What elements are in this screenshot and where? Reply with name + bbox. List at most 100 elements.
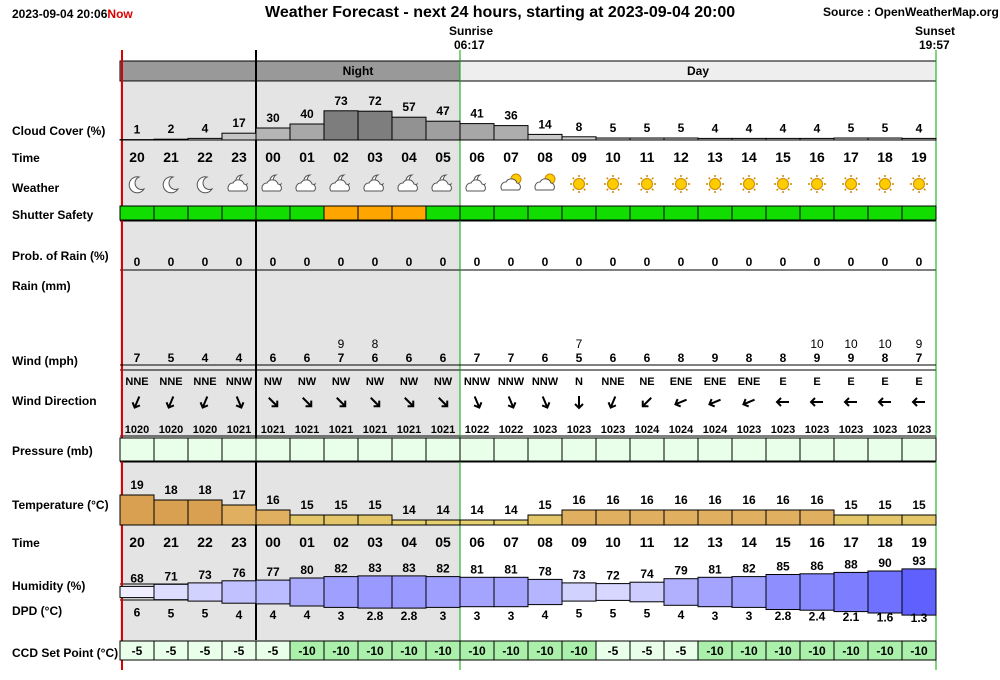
rain-probability-value: 0 [406,255,413,269]
cloud-cover-value: 4 [916,121,923,135]
temperature-value: 16 [266,493,280,507]
shutter-safety-cell [221,205,257,221]
wind-arrow-icon [131,396,141,409]
time-value: 20 [129,534,145,550]
time-value: 18 [877,149,893,165]
cloud-cover-bar [799,137,835,141]
cloud-cover-value: 4 [780,121,787,135]
time-value: 15 [775,149,791,165]
pressure-value: 1020 [193,424,217,436]
humidity-value: 81 [504,562,518,576]
time-value: 00 [265,534,281,550]
temperature-value: 18 [198,483,212,497]
ccd-set-point-value: -10 [434,644,452,658]
row-label-cloud-cover: Cloud Cover (%) [12,124,106,138]
cloud-cover-bar [527,133,563,141]
sun-ray [787,177,790,180]
temperature-value: 14 [504,503,518,517]
cloud-icon [227,179,248,192]
cloud-cover-bar [765,137,801,141]
humidity-bar [119,585,155,599]
time-value: 13 [707,149,723,165]
temperature-bar [153,499,189,526]
humidity-bar [493,576,529,608]
humidity-bar [391,575,427,609]
pressure-value: 1023 [839,424,863,436]
wind-arrow-icon [473,396,483,409]
wind-speed-value: 6 [440,351,447,365]
shutter-safety-cell [833,205,869,221]
time-value: 22 [197,534,213,550]
time-value: 02 [333,534,349,550]
ccd-set-point-value: -10 [740,644,758,658]
dpd-value: 3 [712,609,719,623]
wind-direction-label: E [847,376,854,388]
humidity-value: 78 [538,564,552,578]
rain-probability-value: 0 [236,255,243,269]
ccd-set-point-value: -10 [468,644,486,658]
temperature-bar [833,514,869,526]
shutter-safety-cell [425,205,461,221]
wind-arrow-icon [911,397,925,407]
wind-arrow-icon [574,396,584,410]
wind-direction-label: E [881,376,888,388]
night-header-bar [119,60,461,82]
humidity-bar [867,570,903,614]
sun-ray [708,188,711,191]
ccd-set-point-value: -5 [132,644,143,658]
time-value: 16 [809,534,825,550]
wind-speed-value: 7 [508,351,515,365]
sun-icon [675,178,687,190]
row-label-weather: Weather [12,181,60,195]
pressure-cell [663,437,699,462]
wind-speed-value: 4 [202,351,209,365]
temperature-value: 15 [844,498,858,512]
sun-icon [743,178,755,190]
humidity-bar [901,568,937,616]
pressure-value: 1021 [431,424,455,436]
wind-speed-value: 9 [712,351,719,365]
sunset-time: 19:57 [919,38,950,52]
wind-arrow-icon [877,397,891,407]
night-background [120,82,460,660]
cloud-cover-bar [833,137,869,141]
time-value: 09 [571,534,587,550]
temperature-bar [289,514,325,526]
sun-ray [617,177,620,180]
rain-probability-value: 0 [440,255,447,269]
wind-direction-label: ENE [704,376,727,388]
cloud-cover-value: 5 [678,121,685,135]
rain-probability-value: 0 [848,255,855,269]
cloud-cover-bar [357,110,393,141]
shutter-safety-cell [663,205,699,221]
wind-speed-value: 6 [542,351,549,365]
temperature-bar [663,509,699,526]
rain-probability-value: 0 [712,255,719,269]
humidity-bar [629,581,665,603]
shutter-safety-cell [323,205,359,221]
wind-gust-value: 7 [576,337,583,351]
cloud-cover-value: 5 [848,121,855,135]
pressure-value: 1021 [329,424,353,436]
cloud-icon [329,179,350,192]
wind-direction-label: NNE [125,376,148,388]
sun-icon [845,178,857,190]
wind-direction-label: NNW [226,376,253,388]
rain-probability-value: 0 [474,255,481,269]
time-value: 05 [435,534,451,550]
humidity-bar [221,580,257,604]
pressure-cell [833,437,869,462]
wind-direction-label: E [813,376,820,388]
pressure-value: 1023 [805,424,829,436]
pressure-value: 1021 [227,424,251,436]
sun-ray [572,177,575,180]
temperature-value: 16 [708,493,722,507]
sun-ray [923,177,926,180]
dpd-value: 5 [610,607,617,621]
temperature-value: 14 [402,503,416,517]
row-label-time: Time [12,151,40,165]
sun-ray [753,188,756,191]
row-label-shutter-safety: Shutter Safety [12,208,94,222]
humidity-value: 79 [674,564,688,578]
pressure-cell [391,437,427,462]
